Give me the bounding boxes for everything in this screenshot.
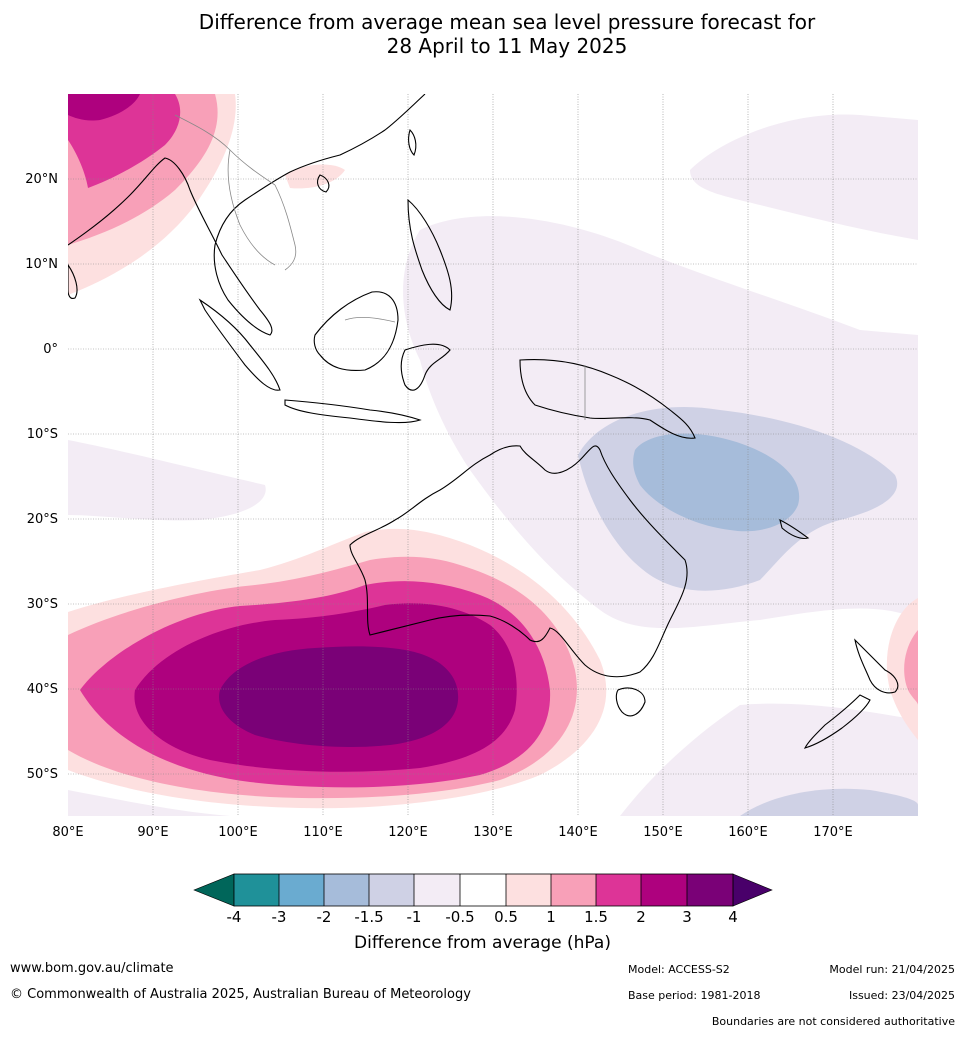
anomaly-region-positive-nz-light bbox=[886, 598, 918, 740]
title-line-2: 28 April to 11 May 2025 bbox=[386, 34, 628, 58]
colorbar-ticks: -4 -3 -2 -1.5 -1 -0.5 0.5 1 1.5 2 3 4 bbox=[227, 908, 738, 926]
anomaly-region-moderate-negative-south bbox=[740, 788, 918, 816]
lon-label: 150°E bbox=[643, 825, 683, 840]
australia-coast bbox=[349, 445, 688, 678]
colorbar-tick: 1 bbox=[546, 908, 556, 926]
colorbar-tick: -3 bbox=[272, 908, 287, 926]
lat-label: 30°S bbox=[27, 597, 58, 612]
colorbar-tick: -1 bbox=[407, 908, 422, 926]
anomaly-region-light-negative-west bbox=[68, 440, 266, 521]
model-text: Model: ACCESS-S2 bbox=[628, 963, 730, 976]
model-run-text: Model run: 21/04/2025 bbox=[829, 963, 955, 976]
colorbar-bin bbox=[596, 874, 641, 906]
lat-label: 20°N bbox=[25, 172, 58, 187]
lon-axis-labels: 80°E 90°E 100°E 110°E 120°E 130°E 140°E … bbox=[52, 825, 852, 840]
colorbar-bin bbox=[324, 874, 369, 906]
lat-axis-labels: 20°N 10°N 0° 10°S 20°S 30°S 40°S 50°S bbox=[25, 172, 58, 782]
lat-label: 10°N bbox=[25, 257, 58, 272]
colorbar-bin bbox=[460, 874, 506, 906]
colorbar-bin bbox=[551, 874, 596, 906]
colorbar bbox=[193, 873, 773, 907]
new-zealand-north bbox=[854, 638, 899, 694]
colorbar-bin bbox=[641, 874, 687, 906]
anomaly-region-positive-india-dark bbox=[68, 94, 140, 121]
colorbar-tick: -1.5 bbox=[354, 908, 383, 926]
lon-label: 90°E bbox=[137, 825, 168, 840]
map-title: Difference from average mean sea level p… bbox=[0, 10, 965, 58]
anomaly-region-positive-china bbox=[285, 164, 345, 189]
lon-label: 130°E bbox=[473, 825, 513, 840]
graticule bbox=[68, 94, 918, 816]
colorbar-tick: -4 bbox=[227, 908, 242, 926]
new-zealand-south bbox=[803, 694, 871, 749]
lon-label: 120°E bbox=[388, 825, 428, 840]
hainan-coast bbox=[317, 174, 330, 193]
colorbar-tick: 3 bbox=[682, 908, 692, 926]
asia-mainland-coast bbox=[68, 94, 426, 336]
anomaly-region-positive-south-purple bbox=[219, 646, 459, 747]
title-line-1: Difference from average mean sea level p… bbox=[198, 10, 816, 34]
colorbar-tick: -2 bbox=[317, 908, 332, 926]
new-guinea-coast bbox=[519, 358, 696, 439]
taiwan-coast bbox=[408, 128, 417, 156]
colorbar-label: Difference from average (hPa) bbox=[354, 933, 611, 953]
colorbar-tick: 1.5 bbox=[584, 908, 608, 926]
borneo-coast bbox=[313, 291, 399, 372]
philippines-coast bbox=[407, 198, 453, 311]
sumatra-coast bbox=[198, 298, 281, 391]
lon-label: 140°E bbox=[558, 825, 598, 840]
colorbar-extend-high bbox=[732, 873, 773, 907]
copyright-text: © Commonwealth of Australia 2025, Austra… bbox=[10, 987, 471, 1002]
lon-label: 160°E bbox=[728, 825, 768, 840]
colorbar-tick: 4 bbox=[728, 908, 738, 926]
sri-lanka-coast bbox=[68, 264, 78, 299]
lon-label: 110°E bbox=[303, 825, 343, 840]
lat-label: 50°S bbox=[27, 767, 58, 782]
colorbar-tick: -0.5 bbox=[445, 908, 474, 926]
lat-label: 40°S bbox=[27, 682, 58, 697]
lat-label: 20°S bbox=[27, 512, 58, 527]
colorbar-extend-low bbox=[193, 873, 235, 907]
colorbar-bin bbox=[369, 874, 414, 906]
colorbar-tick: 2 bbox=[636, 908, 646, 926]
tasmania-coast bbox=[615, 687, 646, 717]
java-coast bbox=[284, 399, 422, 424]
colorbar-bin bbox=[506, 874, 551, 906]
lon-label: 170°E bbox=[813, 825, 853, 840]
coastlines bbox=[68, 94, 899, 749]
colorbar-bin bbox=[234, 874, 279, 906]
issued-text: Issued: 23/04/2025 bbox=[848, 989, 955, 1002]
lat-label: 10°S bbox=[27, 427, 58, 442]
base-period-text: Base period: 1981-2018 bbox=[628, 989, 761, 1002]
lon-label: 80°E bbox=[52, 825, 83, 840]
country-borders bbox=[174, 114, 586, 420]
sulawesi-coast bbox=[400, 343, 451, 391]
disclaimer-text: Boundaries are not considered authoritat… bbox=[711, 1015, 955, 1028]
colorbar-bin bbox=[279, 874, 324, 906]
new-caledonia-coast bbox=[779, 518, 810, 539]
anomaly-region-strong-negative bbox=[633, 433, 800, 532]
anomaly-region-light-negative-south bbox=[620, 703, 918, 816]
colorbar-bin bbox=[687, 874, 733, 906]
website-link[interactable]: www.bom.gov.au/climate bbox=[10, 961, 174, 976]
lon-label: 100°E bbox=[218, 825, 258, 840]
colorbar-tick: 0.5 bbox=[494, 908, 518, 926]
anomaly-fields bbox=[68, 94, 918, 816]
lat-label: 0° bbox=[43, 342, 58, 357]
anomaly-region-positive-nz-pink bbox=[904, 630, 918, 705]
colorbar-bin bbox=[414, 874, 460, 906]
anomaly-region-light-negative-sw bbox=[68, 790, 230, 816]
anomaly-region-light-negative-north bbox=[690, 114, 918, 240]
